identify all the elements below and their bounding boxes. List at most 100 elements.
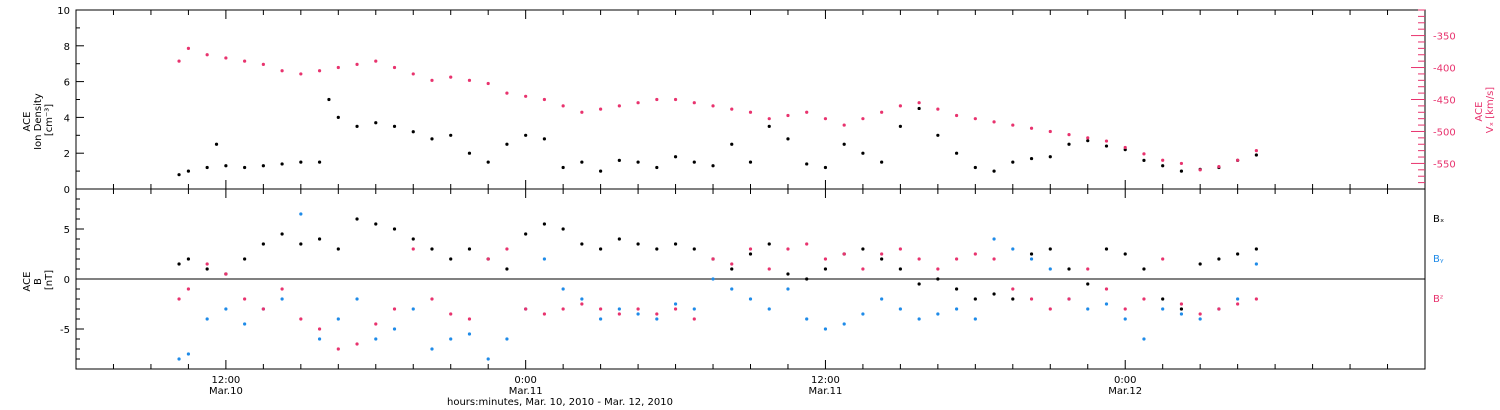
density-y-label-line-1: ACE xyxy=(22,112,33,132)
velocity-y-label-line-2: Vₓ [km/s] xyxy=(1485,87,1496,133)
bx-point xyxy=(992,292,996,296)
bz-point xyxy=(917,257,921,261)
magnetic-field-points xyxy=(177,212,1258,361)
bz-point xyxy=(898,247,902,251)
by-point xyxy=(336,317,340,321)
density-point xyxy=(243,165,247,170)
density-point xyxy=(711,164,715,168)
velocity-y-tick-label: -550 xyxy=(1433,159,1456,170)
density-point xyxy=(805,162,809,166)
velocity-point xyxy=(842,123,846,127)
velocity-point xyxy=(917,101,921,105)
velocity-point xyxy=(177,59,181,63)
bz-point xyxy=(467,317,472,321)
bx-point xyxy=(299,242,303,246)
bz-point xyxy=(880,252,884,256)
density-y-label-line-2: Ion Density xyxy=(33,93,44,150)
bx-point xyxy=(1048,247,1052,251)
x-tick-date-label: Mar.10 xyxy=(209,386,243,397)
density-point xyxy=(973,165,977,170)
bz-point xyxy=(936,267,940,271)
legend-bx: Bₓ xyxy=(1433,214,1444,225)
x-tick-time-label: 12:00 xyxy=(811,375,840,386)
density-point xyxy=(1161,164,1165,168)
by-point xyxy=(617,307,621,311)
bz-point xyxy=(1142,297,1146,301)
bx-point xyxy=(542,222,547,226)
bx-point xyxy=(177,262,181,266)
density-point xyxy=(355,124,359,128)
density-point xyxy=(430,137,434,141)
density-point xyxy=(1086,139,1090,143)
velocity-point xyxy=(299,72,303,76)
density-y-tick-label: 8 xyxy=(64,42,70,53)
bz-point xyxy=(1161,257,1165,261)
bz-point xyxy=(711,257,715,261)
x-tick-time-label: 0:00 xyxy=(514,375,536,386)
bz-point xyxy=(861,267,865,271)
velocity-point xyxy=(280,69,284,73)
by-point xyxy=(1011,247,1015,251)
density-point xyxy=(823,165,828,170)
bz-point xyxy=(1011,287,1015,291)
bz-point xyxy=(580,302,584,306)
bx-point xyxy=(1161,297,1165,301)
velocity-point xyxy=(261,62,265,66)
bx-point xyxy=(430,247,434,251)
by-point xyxy=(505,337,509,341)
b-y-tick-label: -5 xyxy=(60,325,70,336)
density-point xyxy=(992,169,996,173)
bx-point xyxy=(898,267,902,271)
by-point xyxy=(392,327,397,331)
velocity-point xyxy=(767,117,771,121)
velocity-point xyxy=(505,91,509,95)
bx-point xyxy=(1217,257,1221,261)
by-point xyxy=(430,347,434,351)
density-point xyxy=(1104,144,1109,148)
by-point xyxy=(898,307,902,311)
velocity-point xyxy=(374,59,378,63)
density-point xyxy=(786,137,790,141)
density-point xyxy=(1011,160,1015,164)
velocity-point xyxy=(973,117,977,121)
by-point xyxy=(1123,317,1127,321)
bx-point xyxy=(449,257,453,261)
by-point xyxy=(655,317,659,321)
bz-point xyxy=(449,312,453,316)
bz-point xyxy=(1086,267,1090,271)
velocity-point xyxy=(1217,165,1221,169)
bx-point xyxy=(317,237,322,241)
velocity-point xyxy=(1029,126,1034,130)
bx-point xyxy=(355,217,359,221)
velocity-point xyxy=(655,97,659,102)
density-point xyxy=(524,133,528,137)
density-point xyxy=(1029,156,1034,161)
legend-by: Bᵧ xyxy=(1433,254,1444,265)
density-y-axis: 0 2 4 6 8 10 xyxy=(57,6,84,196)
bx-point xyxy=(243,257,247,261)
velocity-point xyxy=(954,113,959,118)
velocity-point xyxy=(355,62,359,66)
bz-point xyxy=(430,297,434,301)
bz-point xyxy=(486,257,490,261)
velocity-point xyxy=(1142,152,1146,156)
bx-point xyxy=(805,277,809,281)
bz-point xyxy=(299,317,303,321)
density-point xyxy=(374,121,378,125)
by-point xyxy=(374,337,378,341)
bx-point xyxy=(880,257,884,261)
by-point xyxy=(177,357,181,361)
velocity-point xyxy=(1198,168,1202,172)
bz-point xyxy=(730,262,734,266)
bz-point xyxy=(692,317,696,321)
x-tick-time-label: 0:00 xyxy=(1114,375,1136,386)
by-point xyxy=(1104,302,1109,306)
bz-point xyxy=(1123,307,1127,311)
bx-point xyxy=(954,287,959,291)
bx-point xyxy=(673,242,678,246)
density-point xyxy=(467,151,472,155)
bx-point xyxy=(730,267,734,271)
velocity-y-tick-label: -500 xyxy=(1433,127,1456,138)
bz-point xyxy=(1179,302,1184,306)
density-point xyxy=(748,160,753,164)
